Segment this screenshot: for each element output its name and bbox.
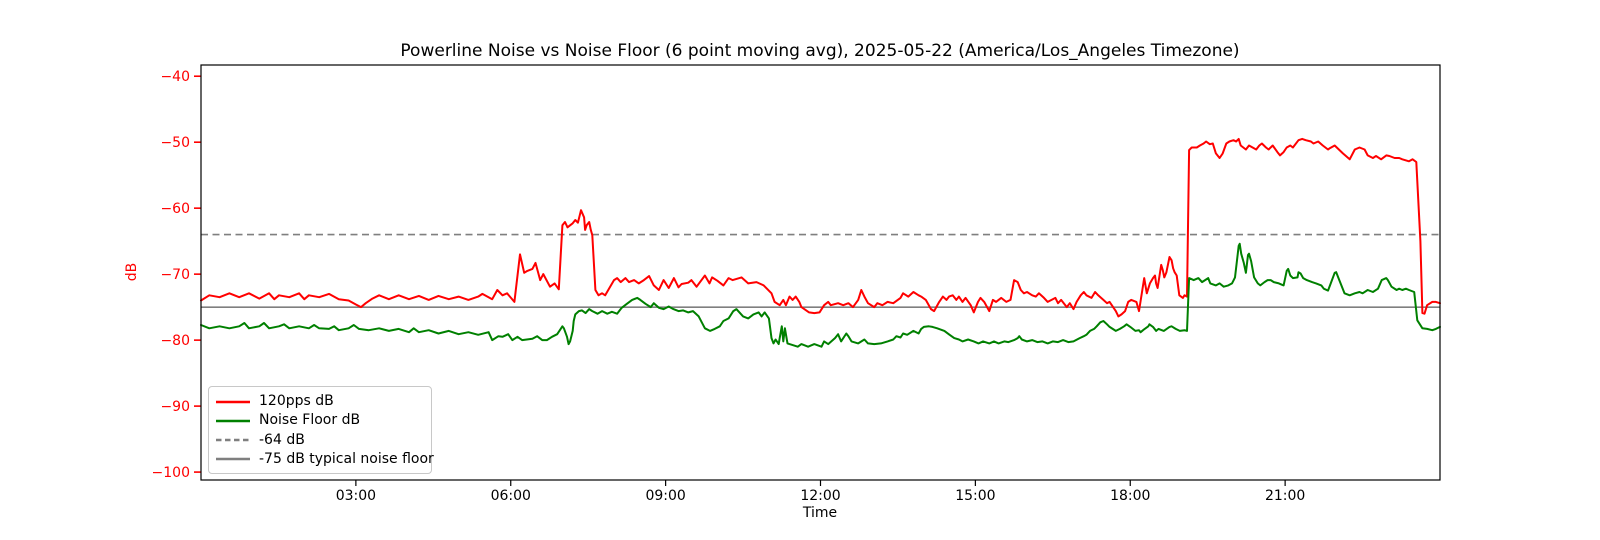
legend: 120pps dB Noise Floor dB -64 dB -75 dB typi… <box>208 386 434 474</box>
legend-swatch-line <box>216 419 250 423</box>
axes-ticks-group: 03:00 06:00 09:00 12:00 15:00 18:00 21:00 −40 −5… <box>152 69 1306 504</box>
y-tick-label: −50 <box>160 135 190 151</box>
y-tick-label: −70 <box>160 267 190 283</box>
y-tick-label: −60 <box>160 201 190 217</box>
x-tick-label: 06:00 <box>491 488 531 504</box>
legend-item-label: 120pps dB <box>259 393 334 409</box>
x-tick-label: 15:00 <box>955 488 995 504</box>
legend-item-label: -75 dB typical noise floor <box>259 450 434 467</box>
reference-lines-group <box>201 233 1440 308</box>
legend-item: -75 dB typical noise floor <box>216 450 434 469</box>
legend-item: 120pps dB <box>216 392 423 411</box>
x-axis-label: Time <box>802 505 837 521</box>
legend-item-label: Noise Floor dB <box>259 412 361 429</box>
x-tick-label: 18:00 <box>1110 488 1150 504</box>
y-tick-label: −90 <box>160 399 190 415</box>
legend-swatch-line <box>216 400 250 403</box>
legend-item-label: -64 dB <box>259 431 305 448</box>
x-tick-label: 03:00 <box>336 488 376 504</box>
x-tick-label: 12:00 <box>800 488 840 504</box>
legend-swatch-line <box>216 438 250 442</box>
y-tick-label: −40 <box>160 69 190 85</box>
x-tick-label: 09:00 <box>645 488 685 504</box>
series-line-noise-floor-db <box>200 242 1441 348</box>
series-lines-group <box>200 137 1441 348</box>
y-axis-label: dB <box>124 263 140 282</box>
y-tick-label: −80 <box>160 333 190 349</box>
x-tick-label: 21:00 <box>1265 488 1305 504</box>
legend-item: Noise Floor dB <box>216 411 423 430</box>
series-line-120pps-db <box>200 137 1441 318</box>
chart-title: Powerline Noise vs Noise Floor (6 point … <box>400 41 1239 61</box>
plot-frame <box>200 64 1441 481</box>
legend-swatch-line <box>216 458 250 461</box>
y-tick-label: −100 <box>152 465 190 481</box>
legend-item: -64 dB <box>216 431 423 450</box>
